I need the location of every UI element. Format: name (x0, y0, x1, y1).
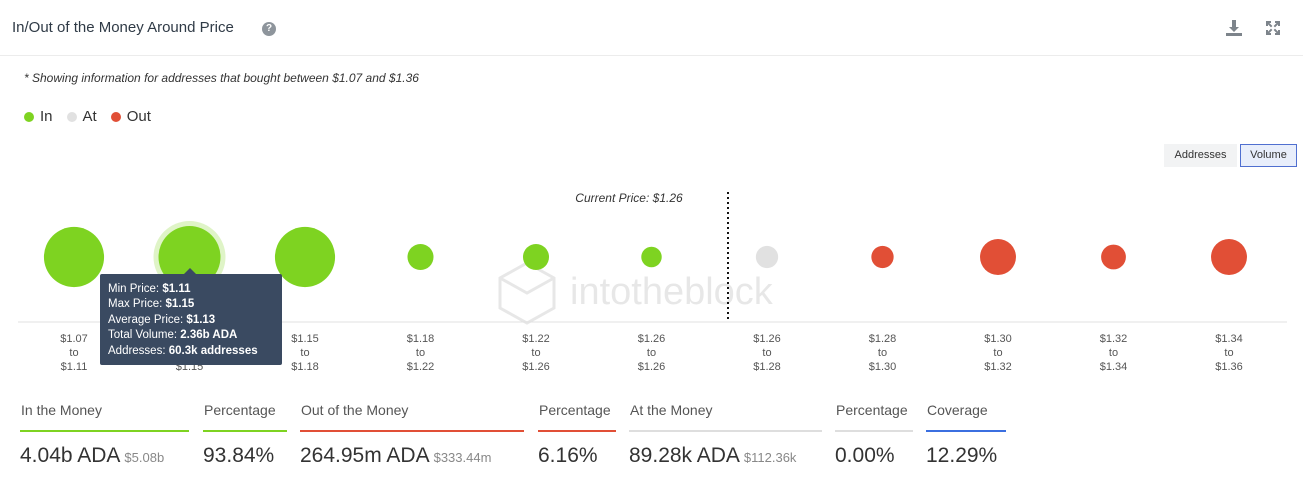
stat-value: 4.04b ADA $5.08b (20, 444, 165, 467)
stat-value: 12.29% (926, 444, 998, 467)
tooltip-volume-row: Total Volume: 2.36b ADA (108, 329, 238, 342)
stat-label: Percentage (836, 402, 908, 418)
tooltip-max-row: Max Price: $1.15 (108, 298, 195, 311)
expand-icon[interactable] (1263, 18, 1283, 38)
bubble-tooltip: Min Price: $1.11 Max Price: $1.15 Averag… (100, 268, 282, 365)
stat-bar (20, 430, 189, 432)
bubble-in[interactable] (641, 246, 662, 268)
legend-at-dot (66, 111, 77, 122)
x-tick-label: $1.22 (407, 361, 435, 373)
stat-bar (629, 430, 822, 432)
addresses-toggle[interactable]: Addresses (1164, 144, 1237, 167)
x-tick-label: $1.28 (869, 333, 897, 345)
stat-bar (926, 430, 1006, 432)
stat-at-percentage: Percentage 0.00% (835, 402, 913, 468)
x-tick-label: $1.07 (60, 333, 88, 345)
x-tick-label: $1.32 (984, 361, 1012, 373)
stat-bar (538, 430, 616, 432)
range-note: * Showing information for addresses that… (24, 71, 419, 85)
stat-bar (203, 430, 287, 432)
x-tick-label: to (878, 347, 887, 359)
tooltip-arrow (184, 268, 196, 274)
x-tick-label: $1.30 (984, 333, 1012, 345)
stat-bar (835, 430, 913, 432)
x-tick-label: $1.28 (753, 361, 781, 373)
bubble-at[interactable] (755, 245, 779, 269)
tooltip-avg-row: Average Price: $1.13 (108, 313, 216, 326)
bubble-in[interactable] (158, 226, 221, 288)
x-tick-label: to (1224, 347, 1233, 359)
x-tick-label: $1.18 (407, 333, 435, 345)
x-tick-label: $1.34 (1215, 333, 1243, 345)
x-tick-label: $1.18 (291, 361, 319, 373)
stat-label: At the Money (630, 402, 713, 418)
watermark-text: intotheblock (570, 271, 774, 313)
stat-value: 264.95m ADA $333.44m (300, 444, 492, 467)
stat-label: Percentage (539, 402, 611, 418)
legend-at[interactable]: At (66, 108, 97, 125)
legend-out[interactable]: Out (110, 108, 151, 125)
stat-value: 6.16% (538, 444, 598, 467)
legend-in-dot (24, 111, 34, 122)
stat-out-of-the-money: Out of the Money 264.95m ADA $333.44m (300, 402, 524, 468)
x-tick-label: to (531, 347, 540, 359)
tooltip-addresses-row: Addresses: 60.3k addresses (108, 344, 258, 357)
x-tick-label: to (647, 347, 656, 359)
x-tick-label: $1.26 (753, 333, 781, 345)
stat-in-percentage: Percentage 93.84% (203, 402, 287, 468)
x-tick-label: to (416, 347, 425, 359)
bubble-in[interactable] (43, 226, 105, 288)
bubble-in[interactable] (522, 243, 550, 271)
x-tick-label: $1.15 (291, 333, 319, 345)
x-tick-label: to (69, 347, 78, 359)
bubble-out[interactable] (1101, 244, 1126, 270)
legend-in-label: In (40, 108, 53, 125)
stat-label: In the Money (21, 402, 102, 418)
stat-label: Percentage (204, 402, 276, 418)
stat-out-percentage: Percentage 6.16% (538, 402, 616, 468)
x-tick-label: $1.36 (1215, 361, 1243, 373)
x-tick-label: to (762, 347, 771, 359)
x-tick-label: $1.34 (1100, 361, 1128, 373)
x-tick-label: $1.22 (522, 333, 550, 345)
tooltip-min-row: Min Price: $1.11 (108, 283, 191, 295)
legend-out-label: Out (126, 108, 151, 125)
help-icon[interactable]: ? (262, 22, 276, 36)
x-tick-label: $1.32 (1100, 333, 1128, 345)
legend-in[interactable]: In (24, 108, 53, 125)
x-tick-label: $1.30 (869, 361, 897, 373)
stat-bar (300, 430, 524, 432)
x-tick-label: $1.26 (522, 361, 550, 373)
chart-header: In/Out of the Money Around Price ? (0, 0, 1303, 56)
stat-in-the-money: In the Money 4.04b ADA $5.08b (20, 402, 189, 468)
current-price-label: Current Price: $1.26 (575, 191, 683, 205)
stat-at-the-money: At the Money 89.28k ADA $112.36k (629, 402, 822, 468)
legend-out-dot (110, 111, 121, 122)
chart-title: In/Out of the Money Around Price (12, 19, 234, 36)
stat-value: 0.00% (835, 444, 895, 467)
stat-value: 93.84% (203, 444, 275, 467)
download-icon[interactable] (1224, 18, 1244, 38)
stat-value: 89.28k ADA $112.36k (629, 444, 797, 467)
intotheblock-watermark: intotheblock (498, 261, 774, 325)
stat-label: Out of the Money (301, 402, 409, 418)
x-tick-label: to (1109, 347, 1118, 359)
x-tick-label: to (300, 347, 309, 359)
x-tick-label: to (993, 347, 1002, 359)
bubble-in[interactable] (407, 243, 434, 271)
legend-at-label: At (82, 108, 97, 125)
bubble-out[interactable] (871, 245, 894, 269)
legend: In At Out (24, 108, 151, 125)
x-tick-label: $1.26 (638, 361, 666, 373)
x-tick-label: $1.11 (61, 361, 88, 373)
bubble-out[interactable] (1211, 239, 1247, 275)
bubble-out[interactable] (980, 239, 1016, 275)
bubble-in[interactable] (274, 226, 336, 288)
volume-toggle[interactable]: Volume (1240, 144, 1297, 167)
stat-coverage: Coverage 12.29% (926, 402, 1006, 468)
x-tick-label: $1.26 (638, 333, 666, 345)
stat-label: Coverage (927, 402, 988, 418)
